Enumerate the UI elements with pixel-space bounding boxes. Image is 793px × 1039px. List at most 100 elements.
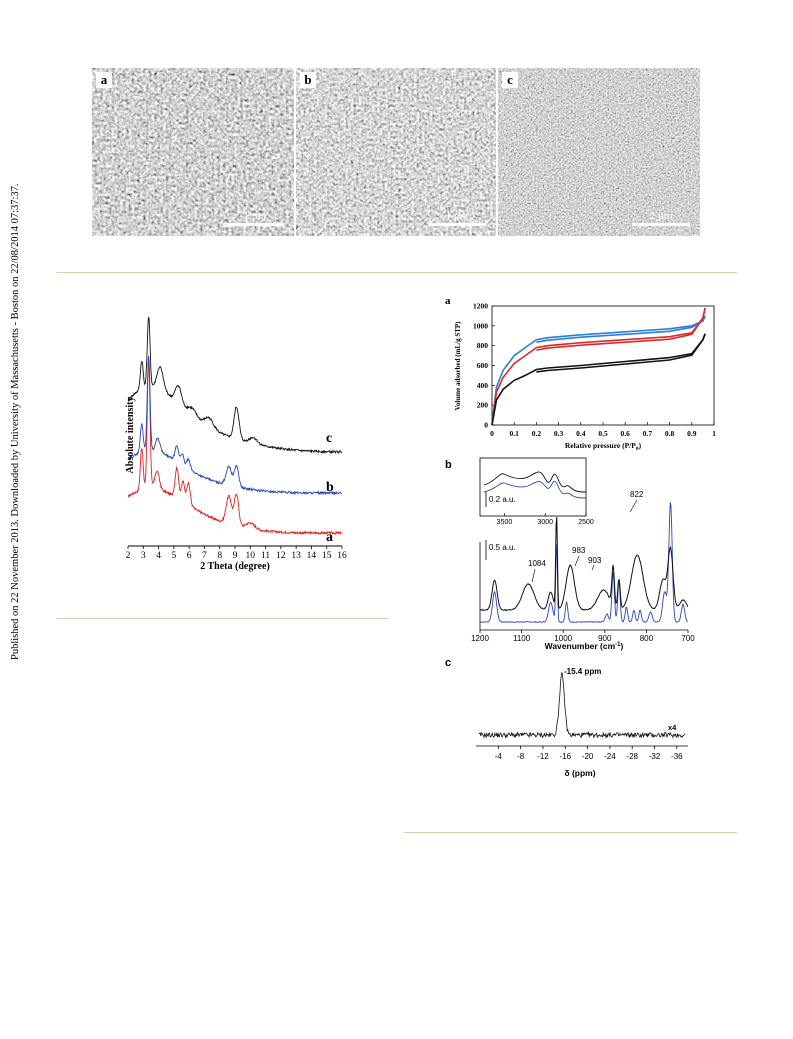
x-tick-label: 0.9 — [687, 429, 697, 438]
x-tick-label: 9 — [233, 551, 238, 561]
y-axis-label: Volume adsorbed (mL/g STP) — [454, 321, 462, 411]
x-tick-label: -16 — [559, 752, 571, 761]
x-tick-label: 4 — [156, 551, 161, 561]
ftir-chart: b 0.2 a.u. 3500 3000 2500 0.5 a.u. 1200 110… — [445, 457, 695, 651]
xrd-chart: 2 3 4 5 6 7 8 9 10 11 12 13 14 15 16 2 Theta (degree) … — [125, 316, 347, 572]
x-tick-label: 6 — [187, 551, 192, 561]
x-tick-label: 0.7 — [643, 429, 653, 438]
x-tick-label: 700 — [681, 634, 695, 643]
x-tick-label: 10 — [246, 551, 256, 561]
x-tick-label: 0.8 — [665, 429, 675, 438]
x-tick-label: 0.6 — [621, 429, 631, 438]
x-tick-label: 0.5 — [598, 429, 608, 438]
x-tick-label: 15 — [322, 551, 332, 561]
x-tick-label: 1000 — [554, 634, 572, 643]
x-tick-label: -20 — [582, 752, 594, 761]
x-axis-label: Wavenumber (cm-1) — [545, 641, 624, 651]
xrd-traces — [127, 316, 342, 536]
inset-x-tick-label: 2500 — [578, 519, 594, 526]
inset-scale-label: 0.2 a.u. — [489, 495, 516, 504]
ftir-trace-blue — [480, 502, 689, 623]
desorption-branch — [536, 333, 706, 373]
panel-label: c — [445, 657, 451, 669]
peak-label: -15.4 ppm — [564, 667, 601, 676]
x-tick-label: -28 — [626, 752, 638, 761]
y-tick-label: 400 — [477, 381, 489, 390]
x-tick-label: 11 — [261, 551, 270, 561]
x-tick-label: 0.4 — [576, 429, 586, 438]
x-tick-label: 16 — [337, 551, 347, 561]
divider — [56, 272, 737, 273]
x-tick-label: -32 — [649, 752, 661, 761]
main-scale-label: 0.5 a.u. — [489, 543, 516, 552]
panel-label: b — [445, 459, 452, 471]
adsorption-branch — [491, 333, 706, 426]
annotation-arrow — [574, 555, 580, 567]
nmr-spectrum — [478, 671, 686, 739]
x-ticks: 2 3 4 5 6 7 8 9 10 11 12 13 14 15 16 — [126, 546, 347, 561]
trace-label-b: b — [326, 480, 334, 495]
xrd-trace-b — [127, 355, 342, 496]
annotation-983: 983 — [572, 546, 586, 555]
x-tick-label: 0 — [490, 429, 494, 438]
inset-x-tick-label: 3500 — [497, 519, 513, 526]
x-tick-label: 14 — [307, 551, 317, 561]
x-tick-label: 1100 — [513, 634, 531, 643]
sem-panel-label: b — [300, 72, 316, 88]
annotation-arrow — [531, 568, 536, 583]
sem-panel-label: a — [96, 72, 112, 88]
x-tick-label: 0.3 — [554, 429, 564, 438]
x-tick-label: 3 — [141, 551, 146, 561]
x-tick-label: 7 — [202, 551, 207, 561]
y-tick-label: 1200 — [473, 302, 488, 311]
desorption-branch — [536, 315, 706, 343]
nmr-chart: c -15.4 ppm x4 -4 -8 -12 -16 -20 -24 -28 -32 -36… — [445, 657, 688, 778]
multiplier-label: x4 — [668, 723, 677, 732]
x-axis-label: 2 Theta (degree) — [200, 561, 270, 572]
x-tick-label: 0.1 — [510, 429, 520, 438]
x-tick-label: 5 — [171, 551, 176, 561]
sem-panel-label: c — [502, 72, 518, 88]
xrd-trace-c — [127, 316, 342, 455]
annotation-1084: 1084 — [528, 559, 546, 568]
x-ticks: 1200 1100 1000 900 800 700 — [471, 630, 695, 643]
scale-bar: 2 μm — [632, 210, 690, 226]
axis-ticks: 0 0.1 0.2 0.3 0.4 0.5 0.6 0.7 0.8 0.9 1 0 200 400 600 8… — [473, 302, 716, 439]
inset-trace-black — [483, 471, 587, 493]
divider — [56, 618, 389, 619]
sem-image-c: c 2 μm — [498, 68, 700, 236]
inset-x-ticks: 3500 3000 2500 — [497, 513, 594, 526]
nmr-trace — [478, 671, 686, 739]
x-tick-label: -4 — [495, 752, 503, 761]
sem-texture — [296, 68, 496, 236]
x-tick-label: -8 — [517, 752, 525, 761]
x-tick-label: 800 — [640, 634, 654, 643]
trace-label-c: c — [326, 431, 332, 446]
inset-frame — [479, 457, 587, 517]
x-ticks: -4 -8 -12 -16 -20 -24 -28 -32 -36 — [495, 746, 683, 761]
sem-texture — [92, 68, 294, 236]
adsorption-branch — [491, 315, 706, 426]
y-tick-label: 600 — [477, 361, 489, 370]
scale-bar: 1 μm — [428, 210, 486, 226]
y-tick-label: 800 — [477, 341, 489, 350]
x-tick-label: -12 — [537, 752, 549, 761]
x-tick-label: -36 — [671, 752, 683, 761]
annotation-arrow — [591, 564, 595, 571]
x-tick-label: 0.2 — [532, 429, 542, 438]
x-tick-label: 1200 — [471, 634, 489, 643]
x-tick-label: 8 — [217, 551, 222, 561]
inset-trace-blue — [483, 480, 587, 499]
sem-image-b: b 1 μm — [296, 68, 496, 236]
x-tick-label: 900 — [598, 634, 612, 643]
divider — [404, 832, 737, 833]
x-axis-label: δ (ppm) — [564, 768, 595, 778]
y-tick-label: 200 — [477, 401, 489, 410]
scale-bar: 1 μm — [226, 210, 284, 226]
x-tick-label: -24 — [604, 752, 616, 761]
sem-texture — [498, 68, 700, 236]
panel-label: a — [445, 295, 451, 307]
annotation-822: 822 — [630, 490, 644, 499]
ftir-traces — [479, 502, 689, 623]
sem-image-a: a 1 μm — [92, 68, 294, 236]
